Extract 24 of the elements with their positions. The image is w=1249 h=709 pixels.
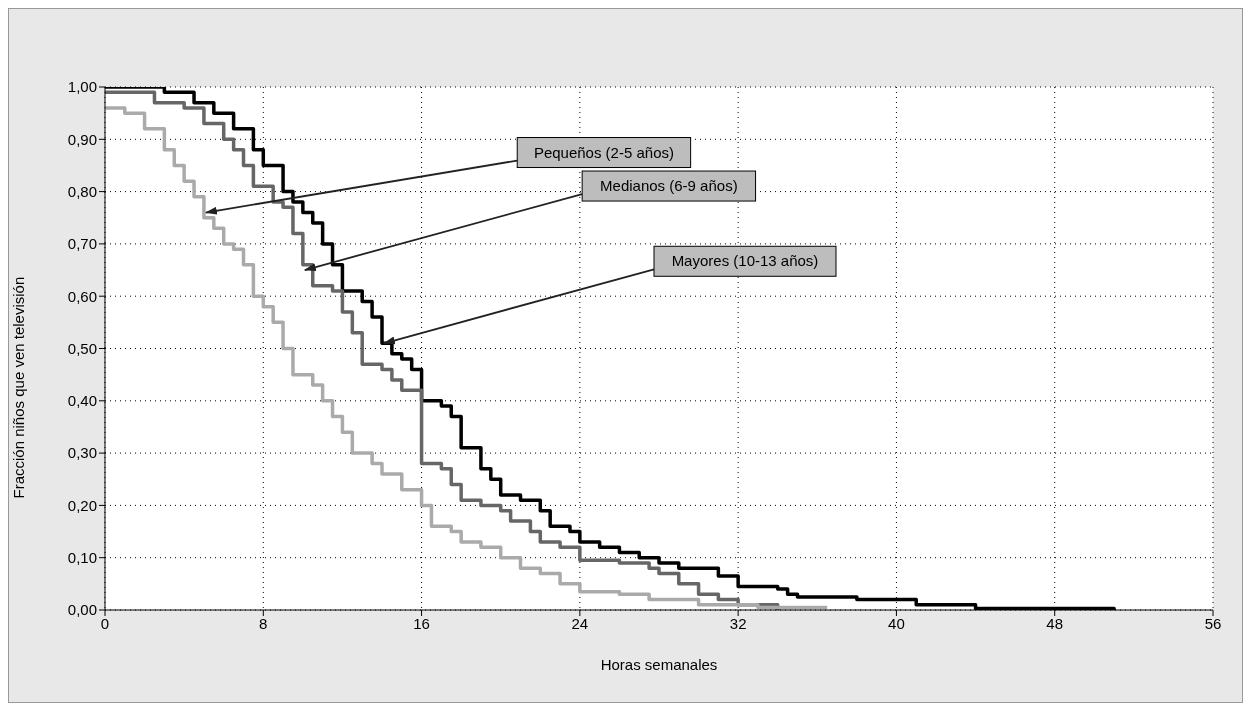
y-tick-label: 0,10 <box>67 549 97 567</box>
y-tick-label: 0,00 <box>67 601 97 619</box>
x-tick-label: 24 <box>571 614 589 632</box>
x-tick-label: 56 <box>1204 614 1222 632</box>
annotation: Pequeños (2-5 años) <box>533 143 674 161</box>
x-axis-title: Horas semanales <box>600 656 718 673</box>
y-axis-title: Fracción niños que ven televisión <box>10 276 28 499</box>
y-tick-label: 0,30 <box>67 444 97 462</box>
y-tick-label: 0,70 <box>67 235 97 253</box>
annotation: Medianos (6-9 años) <box>600 177 738 195</box>
x-tick-label: 16 <box>413 614 430 632</box>
y-tick-label: 0,50 <box>67 339 97 357</box>
y-tick-label: 0,80 <box>67 182 97 200</box>
y-tick-label: 0,90 <box>67 130 97 148</box>
y-tick-label: 0,60 <box>67 287 97 305</box>
y-tick-label: 0,40 <box>67 392 97 410</box>
x-tick-label: 8 <box>259 614 268 632</box>
x-tick-label: 48 <box>1046 614 1064 632</box>
annotation: Mayores (10-13 años) <box>671 252 819 270</box>
x-tick-label: 40 <box>888 614 905 632</box>
y-tick-label: 1,00 <box>67 78 97 96</box>
x-tick-label: 0 <box>100 614 110 632</box>
y-tick-label: 0,20 <box>67 496 97 514</box>
x-tick-label: 32 <box>729 614 747 632</box>
